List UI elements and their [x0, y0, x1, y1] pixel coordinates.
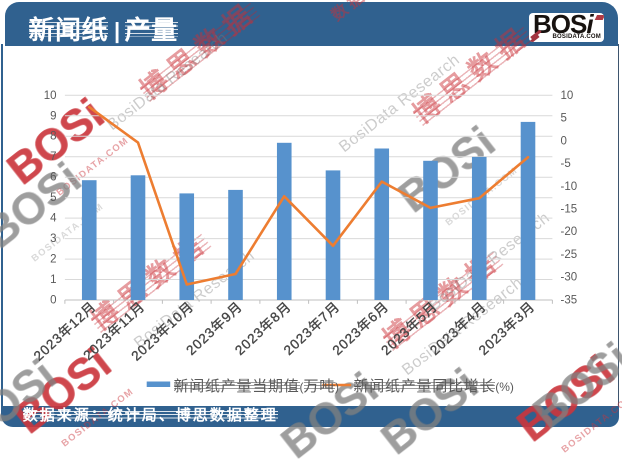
svg-text:1: 1 [50, 274, 56, 286]
svg-text:-15: -15 [561, 204, 578, 216]
svg-text:10: 10 [561, 90, 574, 102]
svg-text:5: 5 [50, 192, 56, 204]
svg-text:3: 3 [50, 233, 56, 245]
svg-text:4: 4 [50, 213, 57, 225]
svg-text:-30: -30 [561, 272, 578, 284]
svg-text:6: 6 [50, 172, 56, 184]
svg-text:9: 9 [50, 110, 56, 122]
svg-text:-20: -20 [561, 226, 578, 238]
svg-text:-5: -5 [561, 158, 571, 170]
svg-text:5: 5 [561, 113, 567, 125]
svg-text:-25: -25 [561, 249, 578, 261]
svg-text:0: 0 [50, 295, 56, 307]
svg-text:-35: -35 [561, 295, 578, 307]
svg-text:2: 2 [50, 254, 56, 266]
svg-text:10: 10 [44, 90, 57, 102]
svg-text:-10: -10 [561, 181, 578, 193]
svg-text:8: 8 [50, 131, 56, 143]
svg-text:0: 0 [561, 135, 567, 147]
svg-text:7: 7 [50, 151, 56, 163]
